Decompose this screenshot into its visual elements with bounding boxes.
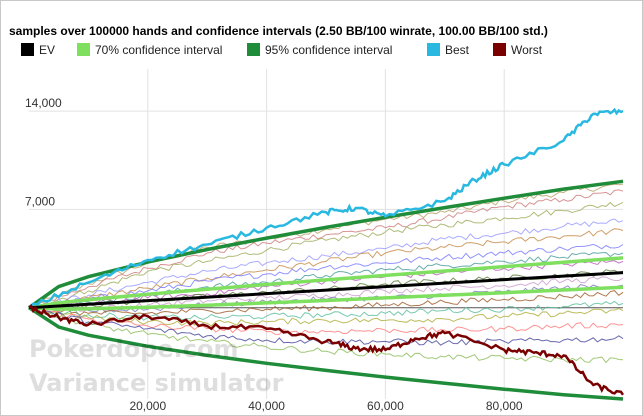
y-tick-label-1: 14,000 bbox=[25, 96, 62, 110]
main-series-lines bbox=[28, 107, 625, 396]
plot-area: 20,000 40,000 60,000 80,000 7,000 14,000 bbox=[25, 69, 625, 413]
worst-line bbox=[28, 304, 625, 396]
axis-ticks: 20,000 40,000 60,000 80,000 7,000 14,000 bbox=[25, 96, 523, 413]
sample-line-16 bbox=[28, 307, 624, 364]
legend-swatch-2 bbox=[247, 43, 260, 56]
sample-line-4 bbox=[28, 228, 624, 309]
x-tick-label-1: 40,000 bbox=[248, 399, 285, 413]
sample-line-13 bbox=[28, 305, 624, 327]
legend-label-3: Best bbox=[445, 43, 470, 57]
ci95-lower-line bbox=[28, 306, 624, 401]
sample-line-14 bbox=[28, 307, 624, 336]
chart-title: samples over 100000 hands and confidence… bbox=[9, 24, 548, 38]
confidence-bands bbox=[27, 179, 624, 401]
x-tick-label-2: 60,000 bbox=[367, 399, 404, 413]
watermark-line-2: Variance simulator bbox=[29, 369, 284, 397]
sample-line-6 bbox=[28, 251, 624, 310]
sample-line-12 bbox=[29, 300, 624, 321]
legend-swatch-3 bbox=[427, 43, 440, 56]
sample-line-11 bbox=[28, 290, 624, 316]
y-tick-label-0: 7,000 bbox=[25, 194, 55, 208]
ci70-upper-line bbox=[28, 256, 624, 310]
x-tick-label-0: 20,000 bbox=[129, 399, 166, 413]
ev-line bbox=[28, 271, 624, 310]
sample-line-3 bbox=[28, 218, 624, 309]
ci70-lower-line bbox=[28, 285, 624, 311]
legend-label-1: 70% confidence interval bbox=[95, 43, 222, 57]
legend-swatch-4 bbox=[493, 43, 506, 56]
legend-swatch-1 bbox=[77, 43, 90, 56]
best-line bbox=[28, 107, 624, 309]
x-tick-label-3: 80,000 bbox=[486, 399, 523, 413]
legend-label-2: 95% confidence interval bbox=[265, 43, 392, 57]
legend-label-4: Worst bbox=[511, 43, 543, 57]
ci95-upper-line bbox=[27, 179, 624, 310]
sample-line-2 bbox=[28, 201, 624, 309]
sample-line-9 bbox=[28, 276, 624, 312]
sample-line-1 bbox=[28, 189, 624, 309]
watermark-line-1: Pokerdope.com bbox=[29, 335, 238, 363]
legend-swatch-0 bbox=[21, 43, 34, 56]
legend-label-0: EV bbox=[39, 43, 55, 57]
legend: EV 70% confidence interval 95% confidence … bbox=[21, 43, 543, 57]
